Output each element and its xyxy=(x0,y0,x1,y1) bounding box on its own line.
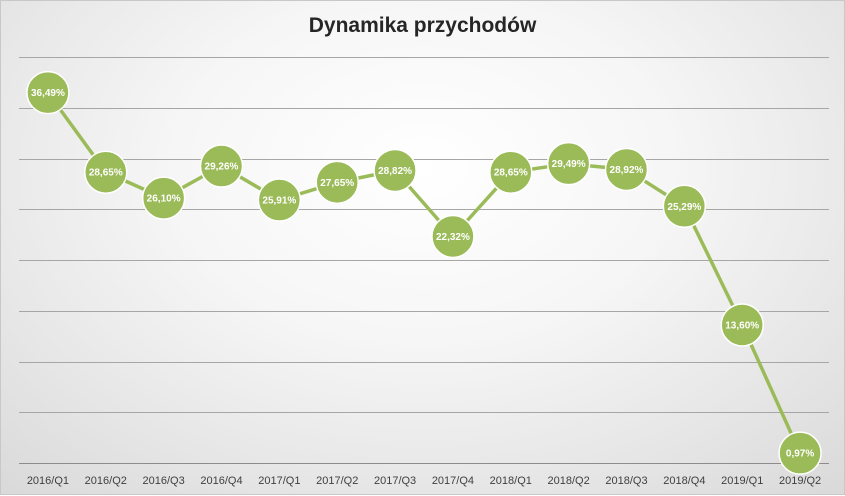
data-point: 27,65% xyxy=(315,160,359,205)
data-label: 28,65% xyxy=(494,168,528,179)
x-tick-label: 2018/Q1 xyxy=(490,475,532,487)
data-label: 28,65% xyxy=(89,168,123,179)
data-label: 22,32% xyxy=(436,232,470,243)
data-point: 0,97% xyxy=(778,431,822,475)
data-label: 13,60% xyxy=(725,320,759,331)
series-line xyxy=(46,91,802,454)
x-axis-ticks: 2016/Q1 2016/Q2 2016/Q3 2016/Q4 2017/Q1 2017/… xyxy=(27,475,821,487)
data-point-marker xyxy=(26,70,70,115)
x-tick-label: 2017/Q3 xyxy=(374,475,416,487)
x-tick-label: 2016/Q2 xyxy=(85,475,127,487)
data-point-marker xyxy=(546,141,591,186)
data-point-marker xyxy=(489,150,533,194)
data-point: 22,32% xyxy=(431,214,475,259)
data-point: 13,60% xyxy=(720,303,764,347)
data-point-marker xyxy=(373,148,417,193)
chart-title: Dynamika przychodów xyxy=(308,14,537,37)
x-tick-label: 2018/Q2 xyxy=(548,475,590,487)
gridlines xyxy=(19,57,829,464)
data-point: 36,49% xyxy=(26,70,70,115)
x-tick-label: 2017/Q2 xyxy=(316,475,358,487)
data-label: 36,49% xyxy=(31,88,65,99)
x-tick-label: 2017/Q4 xyxy=(432,475,474,487)
x-tick-label: 2019/Q2 xyxy=(779,475,821,487)
x-tick-label: 2016/Q1 xyxy=(27,475,69,487)
data-point: 28,92% xyxy=(604,147,649,192)
data-point: 25,29% xyxy=(662,184,707,229)
x-tick-label: 2017/Q1 xyxy=(258,475,300,487)
data-label: 29,26% xyxy=(205,162,239,173)
data-label: 0,97% xyxy=(786,449,814,460)
data-label: 25,91% xyxy=(262,196,296,207)
data-point: 28,82% xyxy=(373,148,417,193)
data-label: 25,29% xyxy=(667,202,701,213)
data-point: 26,10% xyxy=(141,176,186,220)
data-label: 28,82% xyxy=(378,166,412,177)
data-point-marker xyxy=(141,176,186,220)
x-tick-label: 2018/Q3 xyxy=(605,475,647,487)
data-point-marker xyxy=(257,178,302,222)
data-point-marker xyxy=(84,150,128,194)
data-point: 29,49% xyxy=(546,141,591,186)
data-point-marker xyxy=(431,214,475,259)
x-tick-label: 2016/Q3 xyxy=(143,475,185,487)
data-point-marker xyxy=(199,144,244,188)
x-tick-label: 2016/Q4 xyxy=(200,475,242,487)
data-point-marker xyxy=(315,160,359,205)
data-label: 28,92% xyxy=(610,165,644,176)
data-point-marker xyxy=(662,184,707,229)
data-point: 29,26% xyxy=(199,144,244,188)
data-point-marker xyxy=(720,303,764,347)
series-line-layer xyxy=(46,91,802,454)
x-tick-label: 2019/Q1 xyxy=(721,475,763,487)
data-point-marker xyxy=(778,431,822,475)
data-label: 26,10% xyxy=(147,194,181,205)
data-point: 25,91% xyxy=(257,178,302,222)
data-label: 27,65% xyxy=(320,178,354,189)
data-points: 36,49% 28,65% 26,10% 29,26% 25,91% 27,65% 28,8… xyxy=(26,70,822,475)
data-point-marker xyxy=(604,147,649,192)
x-tick-label: 2018/Q4 xyxy=(663,475,705,487)
data-point: 28,65% xyxy=(489,150,533,194)
data-point: 28,65% xyxy=(84,150,128,194)
data-label: 29,49% xyxy=(552,159,586,170)
